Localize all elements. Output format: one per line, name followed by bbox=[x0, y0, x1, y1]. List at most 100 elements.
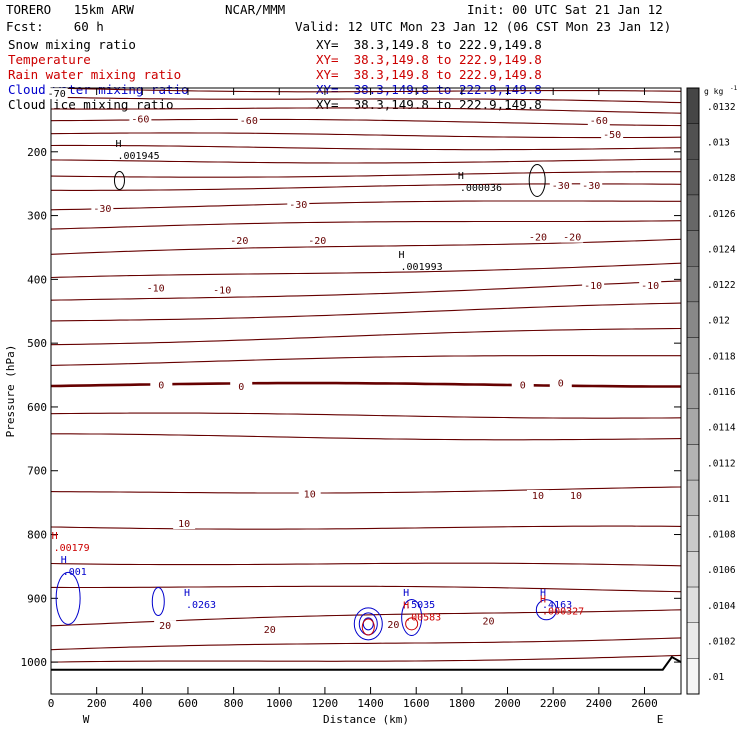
contour-label: -30 bbox=[93, 204, 111, 215]
high-value-label: .001993 bbox=[401, 262, 443, 273]
temperature-contour bbox=[50, 118, 682, 127]
contour-label: -10 bbox=[641, 281, 659, 292]
contour-label-bg bbox=[561, 231, 584, 243]
contour-label-bg bbox=[129, 113, 152, 125]
terrain-line bbox=[51, 655, 682, 671]
contour-label: 10 bbox=[570, 491, 582, 502]
temperature-contour bbox=[50, 355, 681, 366]
contour-label: -10 bbox=[147, 284, 165, 295]
contour-label-bg bbox=[230, 380, 253, 392]
high-value-label: .00583 bbox=[405, 613, 441, 624]
contour-label: -10 bbox=[584, 281, 602, 292]
colorbar-unit-exponent: -1 bbox=[730, 85, 738, 92]
contour-label: -10 bbox=[213, 286, 231, 297]
colorbar-tick-label: .0106 bbox=[707, 565, 736, 576]
x-tick-label: 400 bbox=[132, 697, 152, 710]
field-name: Cloud water mixing ratio bbox=[8, 82, 189, 97]
temperature-contour bbox=[50, 262, 682, 279]
temperature-contour bbox=[50, 96, 682, 104]
colorbar-cell bbox=[686, 159, 700, 196]
temperature-contour bbox=[50, 486, 682, 494]
contour-label: 20 bbox=[159, 621, 171, 632]
high-marker: H bbox=[52, 531, 58, 542]
contour-label: 0 bbox=[158, 381, 164, 392]
contour-label-bg bbox=[639, 280, 662, 292]
contour-label-bg bbox=[91, 202, 114, 214]
west-label: W bbox=[83, 713, 90, 726]
contour-label: -60 bbox=[131, 115, 149, 126]
x-tick-label: 1000 bbox=[266, 697, 293, 710]
high-marker: H bbox=[540, 594, 546, 605]
y-tick-label: 200 bbox=[27, 146, 47, 159]
temperature-contour bbox=[50, 200, 681, 211]
contour-label: 20 bbox=[482, 617, 494, 628]
cloud-water-contour bbox=[151, 587, 165, 617]
y-tick-label: 700 bbox=[27, 465, 47, 478]
contour-label-bg bbox=[526, 489, 549, 501]
temperature-contour bbox=[50, 144, 682, 151]
high-marker: H bbox=[184, 588, 190, 599]
contour-label: -30 bbox=[582, 181, 600, 192]
east-label: E bbox=[657, 713, 664, 726]
colorbar-tick-label: .013 bbox=[707, 137, 730, 148]
contour-label: -20 bbox=[563, 233, 581, 244]
x-axis-label: Distance (km) bbox=[323, 713, 409, 726]
field-name: Rain water mixing ratio bbox=[8, 67, 182, 82]
colorbar-tick-label: .0132 bbox=[707, 102, 736, 113]
field-name: Snow mixing ratio bbox=[8, 37, 136, 52]
temperature-contour bbox=[50, 171, 681, 178]
colorbar-tick-label: .0108 bbox=[707, 530, 736, 541]
contour-label-bg bbox=[211, 284, 234, 296]
colorbar-tick-label: .01 bbox=[707, 672, 724, 683]
y-tick-label: 600 bbox=[27, 401, 47, 414]
x-tick-label: 1400 bbox=[357, 697, 384, 710]
contour-label-bg bbox=[287, 199, 310, 211]
y-tick-label: 500 bbox=[27, 337, 47, 350]
contour-label-bg bbox=[587, 114, 610, 126]
contour-label-bg bbox=[298, 488, 321, 500]
contour-label-bg bbox=[601, 128, 624, 140]
high-value-label: .001945 bbox=[117, 151, 159, 162]
init-time: Init: 00 UTC Sat 21 Jan 12 bbox=[467, 2, 663, 17]
high-value-label: .00179 bbox=[54, 543, 90, 554]
x-tick-label: 1800 bbox=[449, 697, 476, 710]
field-name: Temperature bbox=[8, 52, 91, 67]
colorbar-cell bbox=[686, 301, 700, 338]
contour-label-bg bbox=[306, 234, 329, 246]
contour-label: 10 bbox=[178, 519, 190, 530]
high-marker: H bbox=[403, 588, 409, 599]
high-value-label: .5035 bbox=[405, 600, 435, 611]
temperature-contour bbox=[50, 280, 682, 301]
x-tick-label: 2000 bbox=[494, 697, 521, 710]
contour-label: -20 bbox=[308, 236, 326, 247]
temperature-contour bbox=[50, 327, 682, 346]
high-marker: H bbox=[458, 171, 464, 182]
valid-time: Valid: 12 UTC Mon 23 Jan 12 (06 CST Mon … bbox=[295, 19, 672, 34]
cloud-water-contour bbox=[358, 612, 378, 636]
high-marker: H bbox=[115, 139, 121, 150]
contour-label-bg bbox=[477, 615, 500, 627]
x-tick-label: 2600 bbox=[631, 697, 658, 710]
contour-label: 10 bbox=[532, 491, 544, 502]
contour-label: -60 bbox=[590, 116, 608, 127]
colorbar-cell bbox=[686, 408, 700, 445]
contour-label-bg bbox=[511, 379, 534, 391]
x-tick-label: 200 bbox=[87, 697, 107, 710]
colorbar-cell bbox=[686, 586, 700, 623]
high-value-label: .001 bbox=[63, 567, 87, 578]
org-label: NCAR/MMM bbox=[225, 2, 286, 17]
colorbar-cell bbox=[686, 479, 700, 516]
temperature-contour bbox=[50, 654, 682, 663]
temperature-contour bbox=[50, 412, 682, 419]
contour-label: 0 bbox=[558, 379, 564, 390]
contour-label: 20 bbox=[264, 625, 276, 636]
temperature-contour bbox=[50, 87, 682, 93]
temperature-contour bbox=[50, 609, 682, 627]
colorbar-tick-label: .0116 bbox=[707, 387, 736, 398]
colorbar-cell bbox=[686, 87, 700, 124]
colorbar-tick-label: .0128 bbox=[707, 173, 736, 184]
x-tick-label: 1600 bbox=[403, 697, 430, 710]
y-tick-label: 400 bbox=[27, 273, 47, 286]
colorbar-tick-label: .0122 bbox=[707, 280, 736, 291]
